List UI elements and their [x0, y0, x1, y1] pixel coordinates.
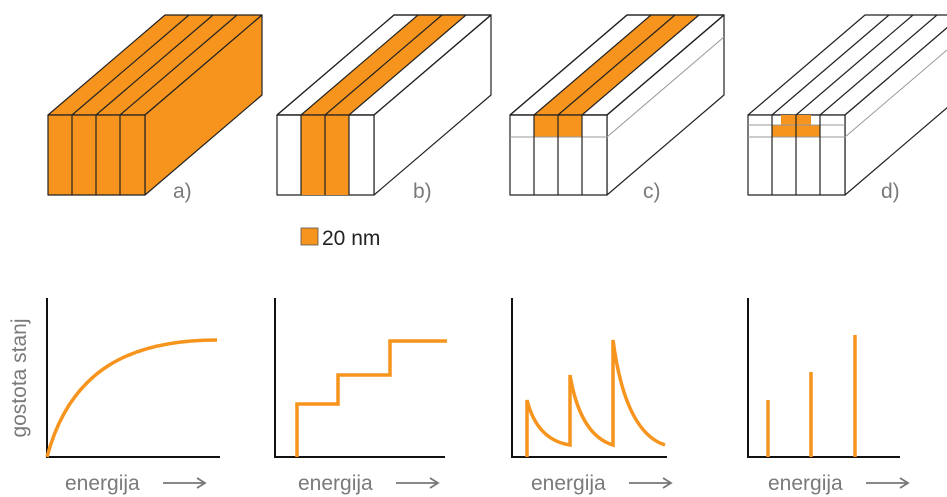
curve [47, 340, 217, 457]
panel-label: b) [413, 180, 432, 203]
structure-a [48, 15, 262, 195]
x-axis-label: energija [768, 472, 843, 495]
panel-label: d) [881, 180, 900, 203]
panel-label: c) [643, 180, 661, 203]
structure-b [277, 15, 491, 195]
axes [275, 298, 445, 457]
structure-c [510, 15, 724, 195]
x-axis-label: energija [298, 472, 373, 495]
legend-label: 20 nm [322, 227, 380, 250]
curve [768, 335, 855, 457]
y-axis-label: gostota stanj [8, 318, 31, 437]
x-axis-label: energija [65, 472, 140, 495]
axes [47, 298, 220, 457]
x-axis-label: energija [531, 472, 606, 495]
arrow [396, 478, 438, 488]
arrow [866, 478, 908, 488]
panel-label: a) [173, 180, 192, 203]
axes [512, 298, 667, 457]
curve [527, 340, 665, 457]
curve [297, 341, 447, 457]
structure-d [748, 15, 947, 195]
diagram: a) b) c) d) 20 nm gostota stanj energija… [0, 0, 947, 497]
axes [748, 298, 900, 457]
legend-swatch [301, 228, 318, 245]
arrow [629, 478, 671, 488]
arrow [163, 478, 205, 488]
